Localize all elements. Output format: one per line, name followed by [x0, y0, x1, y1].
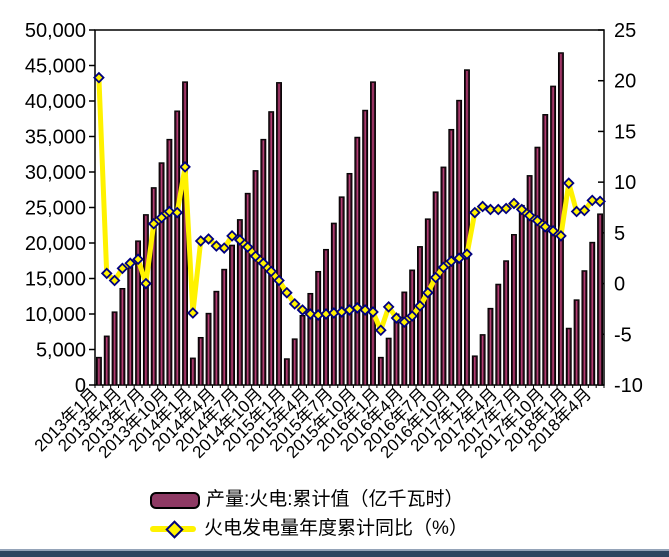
right-axis-tick-label: 20 [614, 71, 636, 93]
yoy-marker-diamond [108, 274, 121, 287]
yoy-marker-diamond [594, 195, 606, 208]
yoy-marker-diamond [531, 214, 544, 227]
yoy-marker-diamond [249, 250, 262, 263]
yoy-marker-diamond [390, 312, 403, 324]
bar-series-swatch-icon [150, 491, 200, 509]
yoy-marker-diamond [265, 265, 278, 278]
yoy-marker-diamond [539, 220, 552, 233]
yoy-marker-diamond [484, 203, 497, 216]
yoy-marker-diamond [374, 324, 387, 337]
right-axis-tick-label: -5 [614, 324, 632, 346]
right-axis-tick-label: 10 [614, 172, 636, 194]
right-axis-tick-label: 15 [614, 121, 636, 143]
yoy-marker-diamond [93, 71, 105, 84]
yoy-marker-diamond [429, 271, 442, 284]
yoy-marker-diamond [351, 302, 364, 314]
yoy-marker-diamond [187, 307, 199, 319]
left-axis-tick-label: 25,000 [25, 198, 86, 220]
right-axis-tick-label: 5 [614, 223, 625, 245]
yoy-marker-diamond [414, 300, 426, 312]
yoy-marker-diamond [500, 202, 512, 215]
yoy-marker-diamond [171, 206, 184, 219]
yoy-marker-diamond [382, 301, 395, 313]
yoy-marker-diamond [163, 205, 176, 218]
left-axis-tick-label: 45,000 [25, 56, 86, 78]
window-bottom-strip [0, 549, 669, 557]
yoy-marker-diamond [468, 206, 481, 219]
yoy-marker-diamond [218, 242, 231, 254]
yoy-marker-diamond [578, 204, 591, 217]
left-axis-tick-label: 20,000 [25, 233, 86, 255]
yoy-marker-diamond [257, 257, 270, 270]
yoy-marker-diamond [461, 248, 473, 261]
line-series-swatch-icon [150, 518, 202, 540]
yoy-marker-diamond [437, 261, 450, 274]
yoy-marker-diamond [586, 194, 599, 207]
yoy-marker-diamond [359, 304, 372, 316]
chart-legend: 产量:火电:累计值（亿千瓦时） 火电发电量年度累计同比（%） [150, 487, 580, 542]
right-axis-tick-label: -10 [614, 375, 643, 397]
yoy-marker-diamond [445, 255, 458, 268]
yoy-marker-diamond [241, 241, 254, 253]
yoy-marker-diamond [155, 211, 168, 224]
yoy-marker-diamond [398, 316, 411, 328]
yoy-marker-diamond [555, 230, 567, 242]
yoy-marker-diamond [304, 308, 317, 320]
line-series-label: 火电发电量年度累计同比（%） [204, 518, 468, 539]
yoy-marker-diamond [116, 262, 129, 275]
left-axis-tick-label: 15,000 [25, 269, 86, 291]
left-axis-tick-label: 50,000 [25, 20, 86, 42]
left-axis-tick-label: 30,000 [25, 162, 86, 184]
yoy-marker-diamond [100, 267, 113, 280]
yoy-marker-diamond [421, 286, 434, 299]
left-axis-tick-label: 35,000 [25, 127, 86, 149]
legend-row-line-series: 火电发电量年度累计同比（%） [150, 516, 580, 542]
left-axis-tick-label: 0 [75, 375, 86, 397]
yoy-marker-diamond [476, 200, 489, 213]
yoy-marker-diamond [202, 233, 215, 245]
yoy-marker-diamond [273, 274, 285, 287]
yoy-marker-diamond [367, 306, 379, 318]
left-axis-tick-label: 10,000 [25, 304, 86, 326]
right-axis-tick-label: 25 [614, 20, 636, 42]
bar-series-label: 产量:火电:累计值（亿千瓦时） [206, 489, 464, 510]
left-axis-tick-label: 5,000 [36, 340, 86, 362]
yoy-marker-diamond [288, 297, 301, 310]
yoy-marker-diamond [140, 277, 152, 290]
yoy-marker-diamond [179, 161, 191, 173]
yoy-marker-diamond [280, 286, 293, 299]
yoy-marker-diamond [515, 203, 528, 216]
yoy-marker-diamond [562, 177, 575, 190]
yoy-marker-diamond [296, 304, 309, 316]
yoy-marker-diamond [406, 310, 419, 322]
yoy-marker-diamond [124, 257, 137, 270]
yoy-marker-diamond [147, 217, 160, 230]
right-axis-tick-label: 0 [614, 274, 625, 296]
yoy-marker-diamond [547, 224, 559, 237]
yoy-marker-diamond [132, 253, 144, 266]
yoy-marker-diamond [523, 209, 536, 222]
yoy-marker-diamond [508, 197, 520, 210]
left-axis-tick-label: 40,000 [25, 91, 86, 113]
yoy-marker-diamond [233, 234, 246, 246]
yoy-marker-diamond [226, 230, 238, 242]
legend-row-bar-series: 产量:火电:累计值（亿千瓦时） [150, 487, 580, 513]
yoy-marker-diamond [453, 252, 466, 265]
